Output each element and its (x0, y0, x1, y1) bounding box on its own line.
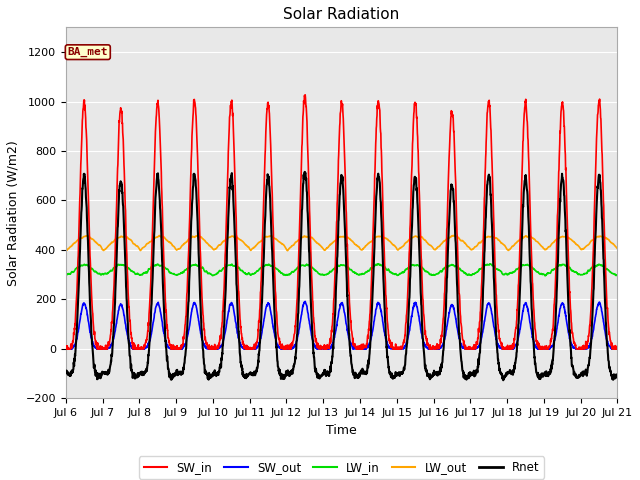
Title: Solar Radiation: Solar Radiation (284, 7, 400, 22)
Y-axis label: Solar Radiation (W/m2): Solar Radiation (W/m2) (7, 140, 20, 286)
Text: BA_met: BA_met (68, 47, 108, 57)
Legend: SW_in, SW_out, LW_in, LW_out, Rnet: SW_in, SW_out, LW_in, LW_out, Rnet (139, 456, 545, 479)
X-axis label: Time: Time (326, 424, 357, 437)
